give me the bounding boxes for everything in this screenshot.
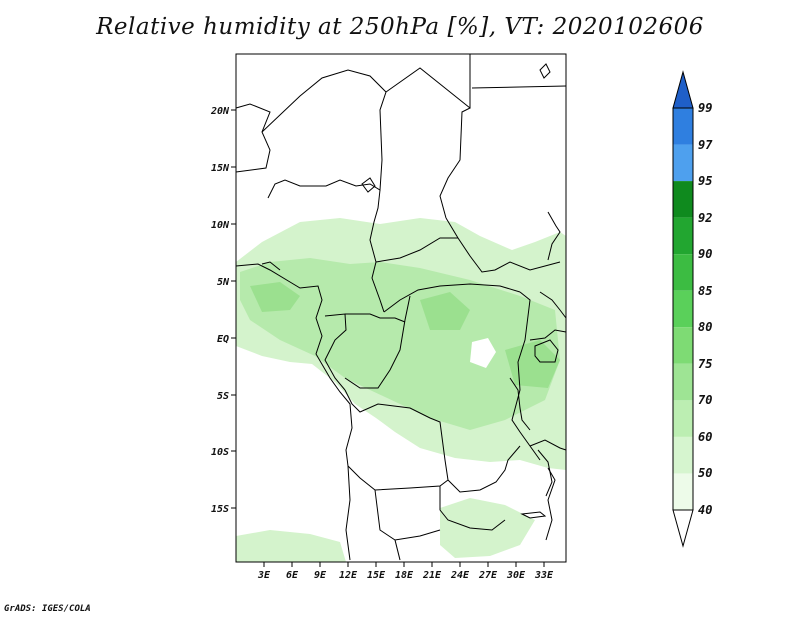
latitude-labels: 20N 15N 10N 5N EQ 5S 10S 15S <box>210 106 230 515</box>
colorbar-segment <box>673 144 693 182</box>
border-chad-1 <box>369 189 385 313</box>
border-north-3 <box>385 67 471 219</box>
border-zambia-2 <box>439 486 506 531</box>
colorbar-label: 95 <box>698 174 712 188</box>
colorbar-segment <box>673 363 693 401</box>
colorbar-label: 90 <box>698 247 712 261</box>
grads-credit: GrADS: IGES/COLA <box>4 604 91 614</box>
colorbar-label: 40 <box>698 503 712 517</box>
lake-malawi <box>537 449 553 497</box>
colorbar-label: 85 <box>698 284 712 298</box>
coastline-west <box>235 263 353 561</box>
colorbar-segment <box>673 254 693 291</box>
lat-label: 5N <box>217 277 230 288</box>
colorbar-segment <box>673 473 693 510</box>
border-east-1 <box>539 291 567 319</box>
colorbar-label: 75 <box>698 357 712 371</box>
colorbar-boxes <box>672 107 694 511</box>
border-gabon-1 <box>324 313 347 391</box>
lake-chad <box>361 177 376 193</box>
colorbar-bottom-arrow <box>672 509 694 548</box>
colorbar-label: 99 <box>698 101 712 115</box>
lake-victoria <box>534 339 559 363</box>
colorbar-label: 80 <box>698 320 712 334</box>
colorbar-segment <box>673 181 693 218</box>
lat-label: 5S <box>217 391 229 402</box>
colorbar <box>672 70 694 548</box>
humidity-area-mid-2 <box>250 282 300 312</box>
lon-label: 21E <box>422 570 442 581</box>
border-north-5 <box>471 85 567 89</box>
border-sudan-1 <box>445 217 561 273</box>
lon-label: 30E <box>506 570 526 581</box>
colorbar-label: 97 <box>698 138 713 152</box>
border-car-2 <box>383 283 521 313</box>
border-east-2 <box>529 329 567 341</box>
colorbar-label: 92 <box>698 211 712 225</box>
longitude-axis <box>263 562 545 567</box>
country-borders <box>235 54 567 561</box>
border-north-2 <box>261 69 387 199</box>
lon-label: 27E <box>478 570 498 581</box>
island-north <box>539 63 551 79</box>
border-botswana-1 <box>394 539 401 561</box>
border-angola-1 <box>344 389 449 481</box>
colorbar-label: 70 <box>698 393 712 407</box>
colorbar-segment <box>673 290 693 328</box>
colorbar-segment <box>673 327 693 364</box>
humidity-area-south <box>440 498 535 558</box>
humidity-field <box>236 218 566 562</box>
border-drc-1 <box>511 291 541 461</box>
humidity-area-mid-3 <box>420 292 470 330</box>
colorbar-top-arrow <box>672 70 694 109</box>
colorbar-segment <box>673 217 693 255</box>
border-east-4 <box>545 467 556 541</box>
colorbar-segment <box>673 400 693 437</box>
border-east-3 <box>529 439 567 451</box>
lat-label: 15S <box>211 504 229 515</box>
lon-label: 6E <box>286 570 299 581</box>
humidity-dry-hole <box>470 338 496 368</box>
humidity-area-mid-1 <box>240 258 560 430</box>
lat-label: 15N <box>211 163 230 174</box>
colorbar-segment <box>673 108 693 145</box>
plot-frame <box>235 53 567 563</box>
border-car-1 <box>375 237 458 263</box>
border-north-1 <box>235 103 271 173</box>
island-south <box>520 511 547 519</box>
border-sudan-2 <box>547 211 561 261</box>
lat-label: 10N <box>211 220 230 231</box>
border-drc-2 <box>344 295 411 389</box>
border-namibia-1 <box>374 489 441 541</box>
lon-label: 15E <box>367 570 386 581</box>
border-angola-2 <box>347 465 449 491</box>
colorbar-labels: 99 97 95 92 90 85 80 75 70 60 50 40 <box>698 101 713 517</box>
lon-label: 12E <box>339 570 358 581</box>
lat-label: 20N <box>210 106 230 117</box>
map-title: Relative humidity at 250hPa [%], VT: 202… <box>96 14 704 40</box>
latitude-axis <box>231 109 236 509</box>
lon-label: 33E <box>534 570 554 581</box>
humidity-area-southwest <box>236 530 346 562</box>
border-congo-1 <box>345 313 406 323</box>
longitude-labels: 3E 6E 9E 12E 15E 18E 21E 24E 27E 30E 33E <box>257 570 554 581</box>
lake-tanganyika <box>509 377 531 431</box>
lat-label: 10S <box>211 447 229 458</box>
colorbar-label: 50 <box>698 466 712 480</box>
lon-label: 18E <box>395 570 414 581</box>
lon-label: 3E <box>257 570 271 581</box>
colorbar-label: 60 <box>698 430 712 444</box>
lon-label: 9E <box>314 570 327 581</box>
colorbar-segment <box>673 436 693 474</box>
lon-label: 24E <box>450 570 470 581</box>
border-zambia-1 <box>447 445 521 493</box>
coastline-gulf <box>261 261 281 271</box>
lat-label: EQ <box>217 334 229 345</box>
